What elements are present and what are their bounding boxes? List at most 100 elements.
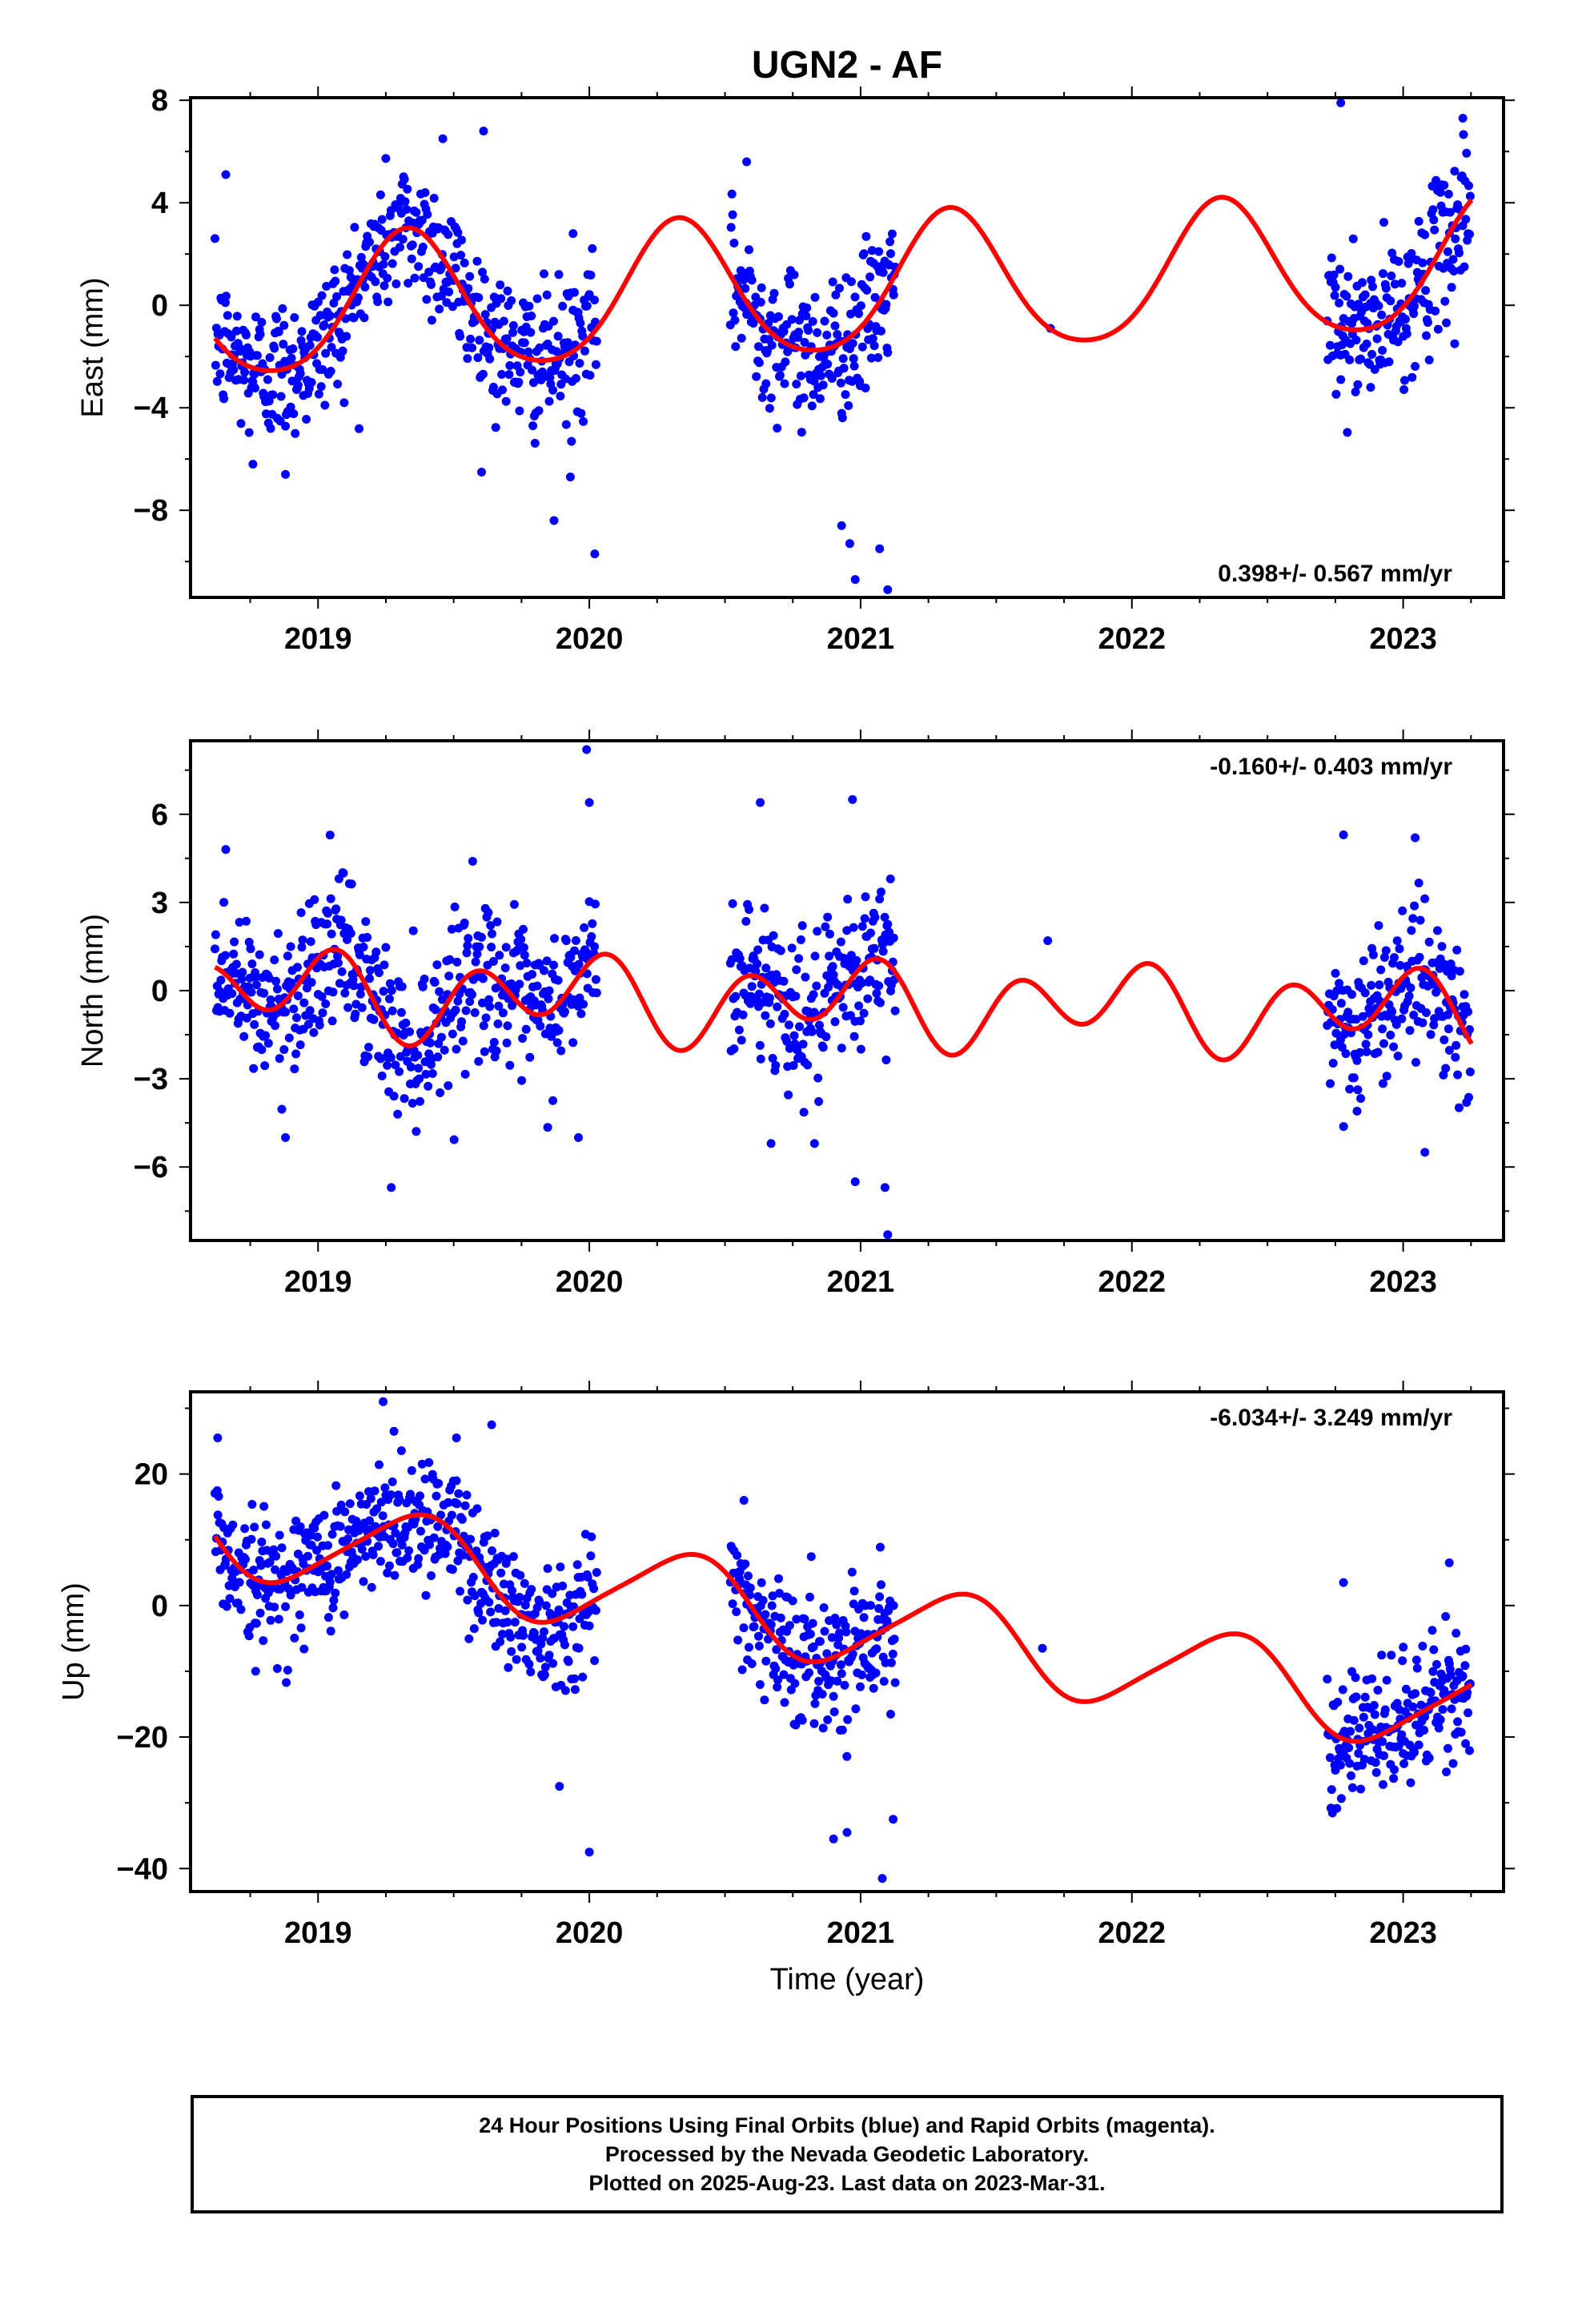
data-point — [840, 1680, 849, 1690]
data-point — [1367, 1674, 1377, 1683]
data-point — [517, 1642, 527, 1652]
data-point — [328, 1603, 338, 1613]
data-point — [529, 378, 538, 388]
data-point — [774, 312, 783, 321]
data-point — [1370, 1710, 1379, 1719]
data-point — [1358, 278, 1367, 287]
data-point — [756, 798, 765, 807]
data-point — [1362, 340, 1371, 348]
data-point — [1369, 1701, 1379, 1710]
data-point — [1378, 346, 1387, 355]
data-point — [820, 316, 829, 326]
data-point — [837, 413, 847, 423]
data-point — [806, 1552, 816, 1562]
data-point — [1452, 1040, 1461, 1050]
data-point — [828, 962, 837, 971]
data-point — [1327, 253, 1336, 263]
data-point — [221, 845, 231, 854]
data-point — [544, 1651, 554, 1660]
data-point — [850, 292, 860, 302]
data-point — [1360, 1692, 1370, 1702]
data-point — [1356, 1094, 1366, 1104]
data-point — [1446, 1671, 1456, 1680]
data-point — [754, 1641, 764, 1651]
data-point — [568, 229, 578, 239]
data-point — [1407, 372, 1417, 382]
data-point — [890, 1678, 900, 1687]
data-point — [257, 317, 267, 327]
data-point — [558, 301, 568, 311]
data-point — [235, 347, 245, 356]
data-point — [281, 469, 291, 479]
data-point — [1356, 354, 1366, 364]
data-point — [851, 1704, 861, 1714]
data-point — [447, 1510, 456, 1520]
data-point — [803, 1060, 813, 1070]
data-point — [1391, 1019, 1401, 1029]
data-point — [416, 1096, 424, 1106]
data-point — [589, 1584, 599, 1594]
data-point — [591, 899, 600, 909]
data-point — [785, 1020, 793, 1030]
data-point — [868, 334, 877, 344]
data-point — [274, 1614, 283, 1624]
data-point — [734, 1025, 744, 1035]
data-point — [468, 857, 477, 866]
data-point — [850, 575, 860, 585]
data-point — [794, 954, 804, 963]
data-point — [465, 271, 475, 281]
data-point — [469, 1624, 479, 1634]
data-point — [214, 1492, 223, 1501]
data-point — [735, 954, 745, 963]
data-point — [818, 1723, 828, 1733]
data-point — [320, 400, 330, 410]
data-point — [298, 935, 307, 945]
data-point — [379, 1397, 388, 1406]
data-point — [755, 1680, 765, 1689]
data-point — [512, 946, 522, 955]
data-point — [1374, 301, 1383, 311]
data-point — [381, 154, 391, 163]
data-point — [590, 1656, 600, 1666]
data-point — [287, 353, 296, 363]
rate-annotation: -6.034+/- 3.249 mm/yr — [1210, 1405, 1452, 1431]
data-point — [877, 1580, 885, 1590]
data-point — [492, 1046, 501, 1055]
data-point — [847, 1567, 857, 1577]
data-point — [223, 311, 232, 320]
x-tick-label: 2021 — [827, 1916, 895, 1950]
data-point — [1458, 114, 1468, 123]
data-point — [432, 960, 442, 970]
data-point — [379, 281, 389, 291]
data-point — [215, 369, 225, 379]
data-point — [765, 404, 774, 413]
data-point — [788, 1596, 797, 1606]
data-point — [873, 353, 883, 362]
data-point — [790, 1679, 800, 1688]
data-point — [255, 1608, 265, 1618]
data-point — [797, 921, 807, 931]
data-point — [282, 1678, 291, 1687]
data-point — [760, 1695, 769, 1705]
data-point — [738, 268, 748, 278]
data-point — [244, 938, 254, 947]
data-point — [1359, 956, 1368, 966]
data-point — [532, 294, 542, 304]
data-point — [400, 175, 409, 184]
data-point — [328, 987, 338, 997]
data-point — [508, 1552, 518, 1562]
data-point — [1465, 1746, 1474, 1755]
data-point — [215, 987, 225, 996]
data-point — [314, 389, 323, 399]
data-point — [377, 1072, 387, 1080]
data-point — [1435, 187, 1445, 197]
data-point — [453, 227, 463, 237]
data-point — [829, 1691, 838, 1701]
data-point — [484, 995, 494, 1004]
data-point — [1339, 1578, 1348, 1587]
data-point — [1395, 961, 1405, 970]
data-point — [479, 1021, 488, 1031]
data-point — [779, 976, 789, 986]
data-point — [291, 428, 300, 438]
data-point — [342, 332, 351, 341]
